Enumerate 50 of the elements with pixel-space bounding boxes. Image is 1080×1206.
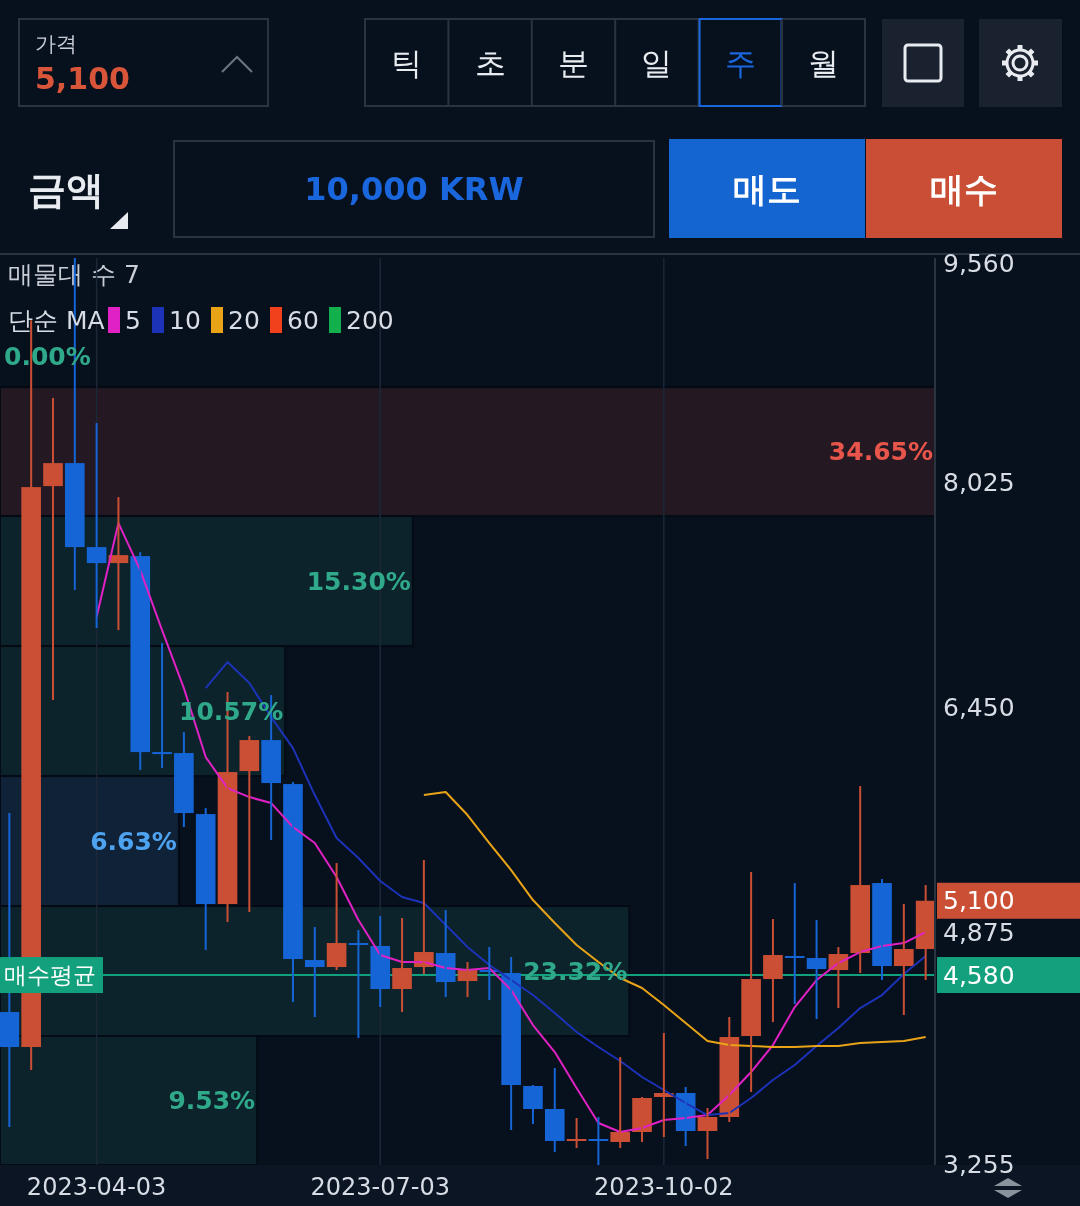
band-label: 34.65% — [828, 437, 933, 467]
candlestick — [174, 731, 194, 829]
text: 주 — [724, 45, 756, 81]
candlestick — [763, 918, 783, 1024]
candlestick — [784, 882, 805, 1006]
legend-label: 20 — [228, 305, 260, 335]
y-tick-label: 9,560 — [943, 249, 1015, 279]
y-tick-label: 5,100 — [943, 886, 1015, 916]
candlestick — [283, 781, 303, 1004]
y-tick-label: 3,255 — [943, 1149, 1015, 1179]
legend-label: 10 — [169, 305, 201, 335]
candlestick — [392, 917, 412, 1014]
candlestick — [544, 1067, 565, 1153]
text: 매도 — [733, 168, 801, 209]
candlestick — [850, 785, 871, 975]
candlestick — [741, 871, 761, 1094]
text: 틱 — [391, 45, 423, 81]
legend-label: 60 — [287, 305, 319, 335]
candlestick — [894, 903, 914, 1017]
candlestick — [610, 1056, 631, 1149]
text: 분 — [558, 45, 589, 81]
y-tick-label: 4,875 — [943, 918, 1015, 948]
candlestick — [304, 926, 325, 1019]
y-tick-label: 6,450 — [943, 693, 1015, 723]
x-tick-label: 2023-04-03 — [26, 1173, 167, 1201]
x-tick-label: 2023-10-02 — [594, 1173, 734, 1201]
candlestick — [130, 551, 151, 772]
band-label: 15.30% — [306, 566, 411, 596]
text: 일 — [641, 45, 673, 81]
line-series — [422, 791, 927, 1049]
x-tick-label: 2023-07-03 — [310, 1173, 450, 1201]
band-label: 9.53% — [168, 1086, 256, 1116]
legend-label: 200 — [346, 305, 394, 335]
text: 5,100 — [35, 60, 130, 96]
text: 10,000 KRW — [304, 170, 524, 208]
text: 월 — [808, 45, 840, 81]
y-tick-label: 8,025 — [943, 468, 1015, 498]
candlestick — [152, 642, 172, 770]
text: 가격 — [35, 32, 77, 56]
text: 매수 — [930, 168, 998, 209]
text: 초 — [474, 45, 506, 81]
candlestick — [872, 878, 892, 982]
ref-line-label: 매수평균 — [4, 962, 96, 989]
candlestick — [523, 1084, 543, 1126]
band-label: 6.63% — [90, 826, 177, 856]
candlestick — [43, 397, 63, 702]
text: 금액 — [28, 168, 104, 212]
y-tick-label: 4,580 — [943, 960, 1015, 990]
candlestick — [195, 807, 216, 952]
legend-label: 5 — [125, 305, 141, 335]
